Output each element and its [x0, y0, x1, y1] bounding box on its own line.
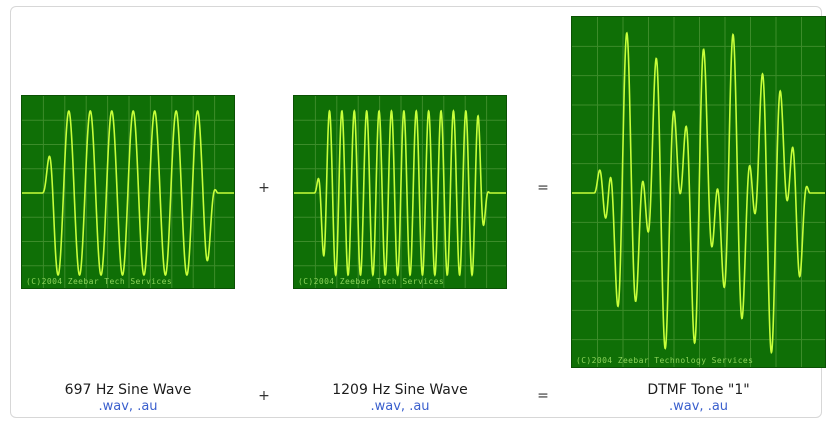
waveform-dtmf — [572, 31, 825, 355]
au-link-697[interactable]: .au — [137, 399, 158, 414]
scope-grid — [22, 96, 234, 288]
link-separator: , — [699, 399, 704, 414]
equals-operator-1: = — [537, 180, 549, 196]
watermark-dtmf: (C)2004 Zeebar Technology Services — [576, 356, 754, 365]
sine-wave-1209-plot — [294, 96, 506, 288]
caption-title-1209: 1209 Hz Sine Wave — [332, 382, 468, 398]
waveform-697 — [22, 110, 234, 276]
watermark-1209: (C)2004 Zeebar Tech Services — [298, 277, 445, 286]
plus-operator-2: + — [258, 388, 270, 404]
caption-title-697: 697 Hz Sine Wave — [64, 382, 192, 398]
caption-title-dtmf: DTMF Tone "1" — [647, 382, 750, 398]
wav-link-697[interactable]: .wav — [98, 399, 129, 414]
link-separator: , — [400, 399, 406, 414]
waveform-1209 — [294, 109, 506, 277]
wav-link-1209[interactable]: .wav — [370, 399, 401, 414]
sine-wave-697-plot — [22, 96, 234, 288]
au-link-dtmf[interactable]: .au — [707, 399, 729, 414]
dtmf-tone-1-image: (C)2004 Zeebar Technology Services — [571, 16, 826, 368]
wav-link-dtmf[interactable]: .wav — [668, 399, 700, 414]
sine-wave-697-image: (C)2004 Zeebar Tech Services — [21, 95, 235, 289]
caption-1209: 1209 Hz Sine Wave .wav, .au — [293, 381, 507, 415]
au-link-1209[interactable]: .au — [409, 399, 430, 414]
watermark-697: (C)2004 Zeebar Tech Services — [26, 277, 173, 286]
link-separator: , — [128, 399, 134, 414]
dtmf-tone-1-plot — [572, 17, 825, 367]
caption-links-dtmf: .wav, .au — [571, 399, 826, 415]
caption-links-697: .wav, .au — [21, 399, 235, 415]
caption-links-1209: .wav, .au — [293, 399, 507, 415]
caption-697: 697 Hz Sine Wave .wav, .au — [21, 381, 235, 415]
plus-operator-1: + — [258, 180, 270, 196]
caption-dtmf: DTMF Tone "1" .wav, .au — [571, 381, 826, 415]
sine-wave-1209-image: (C)2004 Zeebar Tech Services — [293, 95, 507, 289]
equals-operator-2: = — [537, 388, 549, 404]
